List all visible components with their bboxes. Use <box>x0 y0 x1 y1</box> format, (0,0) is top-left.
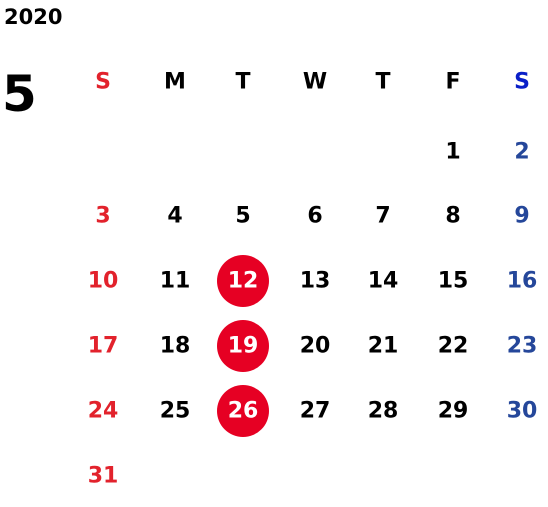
weekday-label: T <box>235 70 250 95</box>
day-number: 17 <box>88 334 119 359</box>
year: 2020 <box>4 5 62 29</box>
day-number: 20 <box>300 334 331 359</box>
day-number: 15 <box>438 269 469 294</box>
highlight-circle <box>217 385 269 437</box>
day-number: 10 <box>88 269 119 294</box>
day-number: 29 <box>438 399 469 424</box>
day-number: 8 <box>445 204 460 229</box>
weekday-label: S <box>95 70 111 95</box>
day-number: 21 <box>368 334 399 359</box>
highlight-circle <box>217 255 269 307</box>
weekday-label: F <box>445 70 460 95</box>
day-number: 26 <box>228 399 259 424</box>
day-number: 14 <box>368 269 399 294</box>
day-number: 25 <box>160 399 191 424</box>
day-number: 24 <box>88 399 119 424</box>
day-number: 2 <box>514 140 529 165</box>
day-number: 3 <box>95 204 110 229</box>
day-number: 4 <box>167 204 182 229</box>
day-number: 27 <box>300 399 331 424</box>
day-number: 19 <box>228 334 259 359</box>
weekday-label: M <box>164 70 186 95</box>
day-number: 6 <box>307 204 322 229</box>
day-number: 11 <box>160 269 191 294</box>
month: 5 <box>2 65 37 123</box>
day-number: 28 <box>368 399 399 424</box>
day-number: 23 <box>507 334 538 359</box>
day-number: 13 <box>300 269 331 294</box>
day-number: 31 <box>88 464 119 489</box>
weekday-label: W <box>303 70 327 95</box>
day-number: 30 <box>507 399 538 424</box>
day-number: 18 <box>160 334 191 359</box>
day-number: 5 <box>235 204 250 229</box>
weekday-label: S <box>514 70 530 95</box>
day-number: 22 <box>438 334 469 359</box>
day-number: 7 <box>375 204 390 229</box>
day-number: 1 <box>445 140 460 165</box>
highlight-circle <box>217 320 269 372</box>
day-number: 12 <box>228 269 259 294</box>
day-number: 16 <box>507 269 538 294</box>
weekday-label: T <box>375 70 390 95</box>
day-number: 9 <box>514 204 529 229</box>
